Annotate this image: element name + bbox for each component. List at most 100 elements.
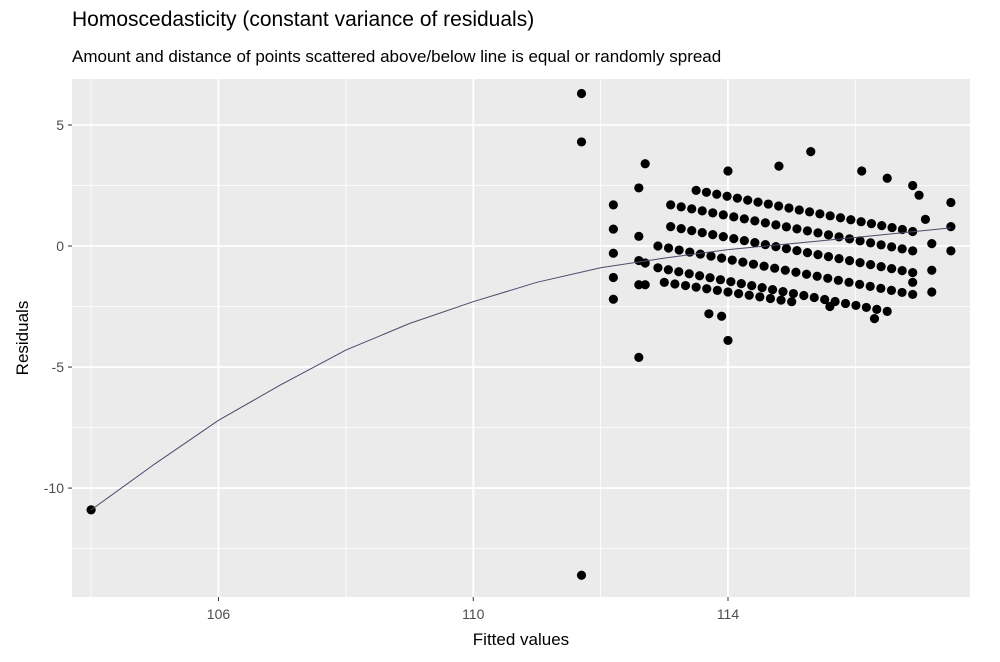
data-point (908, 268, 918, 278)
data-point (802, 226, 813, 236)
data-point (663, 243, 674, 253)
data-point (788, 288, 799, 299)
data-point (882, 173, 892, 183)
data-point (653, 263, 663, 273)
data-point (813, 228, 823, 238)
data-point (670, 279, 680, 289)
data-point (927, 287, 937, 297)
data-point (608, 294, 618, 304)
data-point (608, 272, 618, 283)
data-point (787, 297, 797, 307)
data-point (753, 197, 763, 207)
chart-title: Homoscedasticity (constant variance of r… (72, 8, 535, 31)
data-point (743, 195, 753, 205)
data-point (774, 161, 784, 171)
data-point (666, 200, 676, 210)
data-point (835, 213, 846, 223)
data-point (774, 201, 784, 211)
data-point (706, 251, 716, 261)
data-point (825, 211, 835, 221)
data-point (640, 280, 650, 290)
data-point (801, 269, 812, 279)
y-tick-label: -10 (44, 480, 64, 496)
data-point (887, 242, 897, 252)
data-point (674, 267, 684, 277)
data-point (608, 248, 618, 258)
data-point (791, 267, 801, 277)
data-point (815, 209, 825, 219)
data-point (887, 264, 897, 274)
data-point (695, 271, 705, 281)
data-point (726, 277, 736, 287)
data-point (705, 273, 715, 283)
data-point (897, 224, 907, 235)
chart-subtitle: Amount and distance of points scattered … (72, 47, 722, 66)
data-point (576, 88, 587, 99)
data-point (723, 335, 733, 346)
data-point (687, 226, 697, 236)
data-point (608, 200, 618, 210)
data-point (763, 199, 773, 209)
data-point (799, 290, 809, 301)
data-point (866, 219, 877, 229)
data-point (897, 287, 907, 298)
data-point (770, 263, 780, 273)
data-point (691, 282, 701, 292)
data-point (872, 304, 882, 314)
data-point (887, 222, 897, 233)
data-point (882, 306, 892, 316)
data-point (806, 147, 816, 157)
data-point (723, 166, 733, 176)
data-point (722, 191, 732, 201)
data-point (861, 302, 871, 313)
data-point (927, 265, 937, 275)
data-point (704, 309, 714, 319)
data-point (640, 258, 650, 268)
data-point (712, 189, 722, 199)
data-point (823, 273, 833, 283)
data-point (701, 187, 712, 197)
data-point (946, 197, 956, 208)
data-point (820, 294, 830, 305)
data-point (767, 284, 778, 295)
data-point (846, 215, 856, 225)
data-point (844, 234, 855, 244)
data-point (857, 166, 867, 176)
data-point (747, 281, 757, 291)
data-point (676, 224, 686, 234)
data-point (659, 277, 669, 287)
data-point (717, 311, 727, 321)
data-point (855, 258, 865, 268)
data-point (738, 257, 748, 267)
x-tick-label: 110 (462, 606, 485, 622)
x-tick-label: 114 (717, 606, 740, 622)
axis-ticks: 106 110 114 5 0 -5 -10 (44, 117, 740, 622)
data-point (876, 262, 886, 272)
minor-gridlines (72, 79, 970, 597)
data-point (708, 208, 718, 218)
data-point (634, 183, 644, 193)
data-point (834, 232, 844, 242)
data-point (739, 236, 749, 246)
plot-panel (72, 79, 970, 597)
data-point (666, 222, 676, 232)
x-tick-label: 106 (207, 606, 231, 622)
data-point (869, 314, 880, 324)
data-point (680, 280, 691, 291)
data-point (634, 280, 644, 290)
y-tick-label: -5 (52, 359, 65, 375)
data-point (723, 287, 733, 297)
data-point (771, 220, 781, 230)
data-point (748, 259, 759, 269)
data-point (855, 279, 865, 289)
data-point (897, 244, 907, 254)
data-point (676, 202, 686, 212)
data-point (780, 265, 790, 275)
data-point (865, 281, 875, 291)
data-point (876, 283, 886, 293)
data-point (855, 236, 865, 246)
data-point (729, 234, 739, 244)
data-point (712, 285, 722, 295)
data-point (697, 206, 707, 216)
